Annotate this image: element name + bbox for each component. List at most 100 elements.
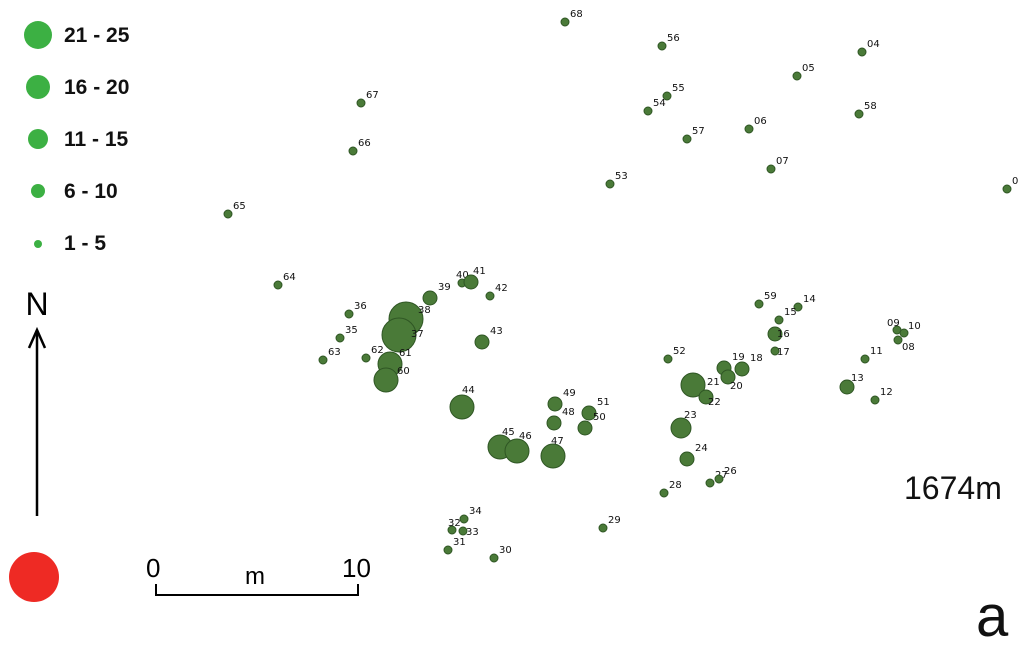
point-label-44: 44 (462, 385, 475, 396)
point-68 (560, 17, 570, 27)
point-58 (854, 109, 864, 119)
point-13 (839, 379, 855, 395)
point-35 (335, 333, 345, 343)
point-label-55: 55 (672, 83, 685, 94)
point-label-37: 37 (411, 329, 424, 340)
point-label-66: 66 (358, 138, 371, 149)
point-21 (680, 372, 706, 398)
point-43 (474, 334, 490, 350)
point-28 (659, 488, 669, 498)
legend-label: 11 - 15 (64, 128, 129, 151)
point-07 (766, 164, 776, 174)
point-label-23: 23 (684, 410, 697, 421)
north-arrow: N (22, 286, 52, 526)
point-label-15: 15 (784, 307, 797, 318)
point-label-41: 41 (473, 266, 486, 277)
point-46 (504, 438, 530, 464)
point-64 (273, 280, 283, 290)
point-label-08: 08 (902, 342, 915, 353)
point-18 (734, 361, 750, 377)
point-label-36: 36 (354, 301, 367, 312)
point-label-56: 56 (667, 33, 680, 44)
point-label-62: 62 (371, 345, 384, 356)
point-label-20: 20 (730, 381, 743, 392)
point-23 (670, 417, 692, 439)
point-20 (720, 369, 736, 385)
point-label-50: 50 (593, 412, 606, 423)
legend-dot-icon (31, 184, 45, 198)
point-label-38: 38 (418, 305, 431, 316)
point-label-64: 64 (283, 272, 296, 283)
legend-dot-icon (34, 240, 42, 248)
point-label-61: 61 (399, 348, 412, 359)
point-label-32: 32 (448, 518, 461, 529)
point-04 (857, 47, 867, 57)
point-label-53: 53 (615, 171, 628, 182)
point-54 (643, 106, 653, 116)
point-label-09: 09 (887, 318, 900, 329)
point-label-04: 04 (867, 39, 880, 50)
point-66 (348, 146, 358, 156)
point-24 (679, 451, 695, 467)
point-label-65: 65 (233, 201, 246, 212)
point-label-16: 16 (777, 329, 790, 340)
point-63 (318, 355, 328, 365)
point-22 (698, 389, 714, 405)
point-label-46: 46 (519, 431, 532, 442)
legend-label: 21 - 25 (64, 24, 130, 47)
point-47 (540, 443, 566, 469)
point-44 (449, 394, 475, 420)
point-label-17: 17 (777, 347, 790, 358)
point-08 (893, 335, 903, 345)
point-label-22: 22 (708, 397, 721, 408)
point-label-43: 43 (490, 326, 503, 337)
scale-bar-line (155, 584, 359, 596)
point-label-47: 47 (551, 436, 564, 447)
point-11 (860, 354, 870, 364)
points-layer: 68 56 04 05 55 54 58 57 06 67 66 07 53 03 65 64 40 41 42 39… (223, 9, 1018, 563)
point-29 (598, 523, 608, 533)
point-label-45: 45 (502, 427, 515, 438)
point-label-58: 58 (864, 101, 877, 112)
point-label-28: 28 (669, 480, 682, 491)
point-49 (547, 396, 563, 412)
point-65 (223, 209, 233, 219)
point-57 (682, 134, 692, 144)
point-26 (714, 474, 724, 484)
legend-dot-icon (28, 129, 48, 149)
point-56 (657, 41, 667, 51)
scale-bar-unit-label: m (245, 563, 265, 590)
point-label-67: 67 (366, 90, 379, 101)
legend-label: 6 - 10 (64, 180, 118, 203)
point-label-31: 31 (453, 537, 466, 548)
point-label-26: 26 (724, 466, 737, 477)
point-label-33: 33 (466, 527, 479, 538)
point-05 (792, 71, 802, 81)
point-36 (344, 309, 354, 319)
legend-dot-icon (24, 21, 52, 49)
point-33 (458, 526, 468, 536)
point-label-39: 39 (438, 282, 451, 293)
point-label-40: 40 (456, 270, 469, 281)
point-16 (767, 326, 783, 342)
point-label-30: 30 (499, 545, 512, 556)
point-label-13: 13 (851, 373, 864, 384)
point-label-12: 12 (880, 387, 893, 398)
north-arrow-icon (27, 326, 47, 516)
point-31 (443, 545, 453, 555)
point-label-21: 21 (707, 377, 720, 388)
point-label-35: 35 (345, 325, 358, 336)
point-label-24: 24 (695, 443, 708, 454)
point-label-60: 60 (397, 366, 410, 377)
point-label-05: 05 (802, 63, 815, 74)
point-label-48: 48 (562, 407, 575, 418)
point-55 (662, 91, 672, 101)
point-label-03: 03 (1012, 176, 1018, 187)
point-06 (744, 124, 754, 134)
point-53 (605, 179, 615, 189)
panel-label: a (976, 584, 1009, 649)
point-label-57: 57 (692, 126, 705, 137)
point-label-68: 68 (570, 9, 583, 20)
point-62 (361, 353, 371, 363)
point-30 (489, 553, 499, 563)
